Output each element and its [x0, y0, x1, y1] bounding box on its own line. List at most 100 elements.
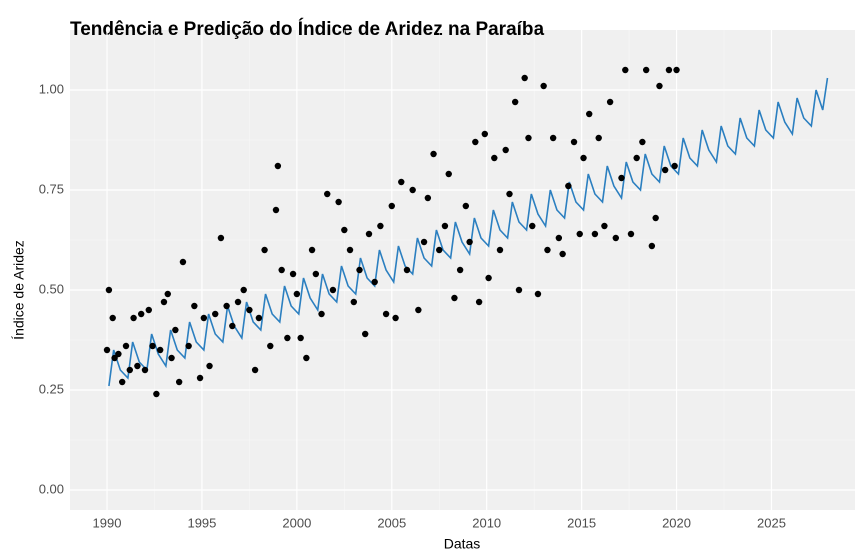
data-point — [324, 190, 331, 198]
data-point — [544, 246, 551, 254]
data-point — [436, 246, 443, 254]
data-point — [179, 258, 187, 266]
data-point — [149, 342, 156, 350]
data-point — [570, 138, 578, 146]
data-point — [303, 354, 310, 362]
data-point — [141, 366, 149, 374]
data-point — [217, 234, 225, 242]
data-point — [246, 306, 253, 314]
data-point — [115, 350, 122, 358]
data-point — [466, 238, 473, 246]
data-point — [673, 66, 680, 74]
data-point — [335, 198, 342, 206]
data-point — [633, 154, 640, 162]
data-point — [481, 130, 489, 138]
data-point — [424, 194, 432, 202]
data-point — [475, 298, 483, 306]
data-point — [456, 266, 464, 274]
data-point — [297, 334, 304, 342]
data-point — [441, 222, 449, 230]
data-point — [485, 274, 492, 282]
data-point — [105, 286, 113, 294]
data-point — [318, 310, 325, 318]
data-point — [595, 134, 602, 142]
data-point — [665, 66, 673, 74]
data-point — [119, 378, 126, 386]
data-point — [529, 222, 536, 230]
data-point — [109, 314, 116, 322]
data-point — [642, 66, 650, 74]
data-point — [175, 378, 183, 386]
data-point — [627, 230, 635, 238]
data-point — [671, 162, 678, 170]
data-point — [229, 322, 236, 330]
data-point — [329, 286, 337, 294]
x-tick-label: 1995 — [187, 515, 216, 530]
data-point — [267, 342, 274, 350]
data-point — [612, 234, 619, 242]
chart-title: Tendência e Predição do Índice de Aridez… — [70, 18, 545, 40]
data-point — [274, 162, 282, 170]
data-point — [365, 230, 373, 238]
data-point — [521, 74, 528, 82]
data-point — [206, 362, 213, 370]
data-point — [409, 186, 416, 194]
data-point — [172, 326, 179, 334]
data-point — [415, 306, 422, 314]
data-point — [284, 334, 291, 342]
y-tick-label: 0.75 — [39, 181, 64, 196]
data-point — [160, 298, 168, 306]
x-axis-label: Datas — [444, 536, 481, 552]
data-point — [251, 366, 259, 374]
data-point — [382, 310, 390, 318]
data-point — [618, 174, 625, 182]
data-point — [362, 330, 369, 338]
data-point — [346, 246, 354, 254]
data-point — [293, 290, 301, 298]
data-point — [134, 362, 141, 370]
data-point — [278, 266, 285, 274]
data-point — [491, 154, 498, 162]
data-point — [137, 310, 145, 318]
data-point — [153, 390, 160, 398]
data-point — [445, 170, 452, 178]
y-tick-label: 0.50 — [39, 281, 64, 296]
data-point — [156, 346, 164, 354]
data-point — [652, 214, 659, 222]
x-tick-label: 2020 — [662, 515, 691, 530]
data-point — [534, 290, 542, 298]
data-point — [540, 82, 547, 90]
data-point — [240, 286, 247, 294]
x-tick-label: 2025 — [757, 515, 786, 530]
data-point — [223, 302, 230, 310]
data-point — [591, 230, 599, 238]
data-point — [388, 202, 395, 210]
data-point — [648, 242, 656, 250]
data-point — [502, 146, 509, 154]
data-point — [377, 222, 384, 230]
data-point — [661, 166, 669, 174]
data-point — [549, 134, 557, 142]
data-point — [403, 266, 411, 274]
data-point — [565, 182, 572, 190]
data-point — [601, 222, 608, 230]
data-point — [350, 298, 358, 306]
data-point — [103, 346, 111, 354]
data-point — [126, 366, 134, 374]
data-point — [472, 138, 479, 146]
data-point — [420, 238, 428, 246]
data-point — [506, 190, 513, 198]
x-tick-label: 2000 — [282, 515, 311, 530]
data-point — [559, 250, 566, 258]
x-tick-label: 2015 — [567, 515, 596, 530]
data-point — [392, 314, 399, 322]
data-point — [255, 314, 263, 322]
data-point — [212, 310, 219, 318]
data-point — [606, 98, 614, 106]
data-point — [511, 98, 519, 106]
data-point — [515, 286, 523, 294]
data-point — [168, 354, 175, 362]
data-point — [145, 306, 152, 314]
data-point — [371, 278, 378, 286]
